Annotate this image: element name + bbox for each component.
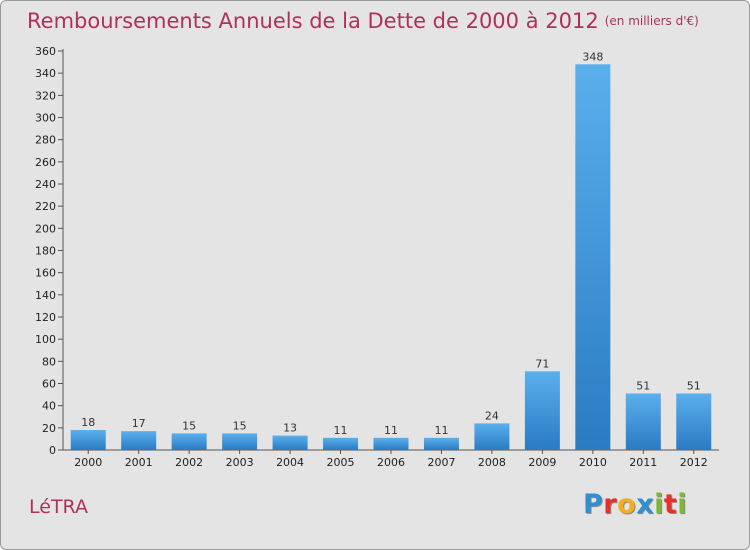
chart-title: Remboursements Annuels de la Dette de 20… [27,9,699,33]
data-label: 11 [384,424,398,437]
data-label: 11 [434,424,448,437]
bar [171,433,207,450]
y-tick-label: 180 [35,245,56,258]
y-tick-label: 280 [35,134,56,147]
y-tick-label: 100 [35,333,56,346]
bar [373,437,409,450]
bar [524,371,560,450]
x-tick-label: 2003 [226,456,254,469]
bar [474,423,510,450]
x-tick-label: 2007 [427,456,455,469]
y-tick-label: 120 [35,311,56,324]
y-tick-label: 60 [42,378,56,391]
logo-letter: t [663,489,678,520]
x-tick-label: 2002 [175,456,203,469]
x-tick-label: 2010 [579,456,607,469]
x-tick-label: 2005 [327,456,355,469]
y-tick-label: 200 [35,222,56,235]
logo-letter: i [677,489,688,520]
y-tick-label: 0 [49,444,56,457]
y-tick-label: 220 [35,200,56,213]
data-label: 15 [182,419,196,432]
x-tick-label: 2008 [478,456,506,469]
data-label: 51 [636,379,650,392]
data-label: 348 [582,50,603,63]
bar [323,437,359,450]
y-tick-label: 40 [42,400,56,413]
bar [676,393,712,450]
bar [222,433,258,450]
x-tick-label: 2012 [680,456,708,469]
y-tick-label: 240 [35,178,56,191]
x-tick-label: 2000 [74,456,102,469]
proxiti-logo: Proxiti [583,489,687,520]
y-tick-label: 20 [42,422,56,435]
data-label: 51 [687,379,701,392]
data-label: 15 [233,419,247,432]
y-tick-label: 80 [42,355,56,368]
y-tick-label: 300 [35,112,56,125]
bars: 18 17 15 15 13 11 11 11 24 71 348 51 51 [70,50,712,451]
bar [575,64,611,451]
logo-letter: o [617,489,637,520]
data-label: 18 [81,416,95,429]
bar [423,437,459,450]
chart-title-text: Remboursements Annuels de la Dette de 20… [27,9,599,33]
data-label: 71 [535,357,549,370]
data-label: 13 [283,422,297,435]
data-label: 24 [485,409,499,422]
bar [272,435,308,450]
bar [121,431,157,450]
x-tick-label: 2001 [125,456,153,469]
y-tick-label: 140 [35,289,56,302]
y-tick-label: 160 [35,267,56,280]
x-tick-label: 2009 [528,456,556,469]
logo-letter: i [654,489,664,520]
logo-letter: P [583,489,604,520]
y-tick-label: 260 [35,156,56,169]
chart-unit: (en milliers d'€) [604,14,699,28]
x-tick-label: 2004 [276,456,304,469]
data-label: 17 [132,417,146,430]
y-tick-label: 340 [35,67,56,80]
data-label: 11 [334,424,348,437]
commune-name: LéTRA [29,496,88,518]
y-tick-label: 360 [35,45,56,58]
logo-letter: r [603,489,618,520]
x-tick-label: 2006 [377,456,405,469]
logo-letter: x [636,489,655,520]
bar [625,393,661,450]
bar [70,430,106,450]
y-tick-label: 320 [35,89,56,102]
x-tick-label: 2011 [629,456,657,469]
axes: 0 20 40 60 80 100 120 140 160 180 200 220 240 260 280 3… [35,45,719,469]
